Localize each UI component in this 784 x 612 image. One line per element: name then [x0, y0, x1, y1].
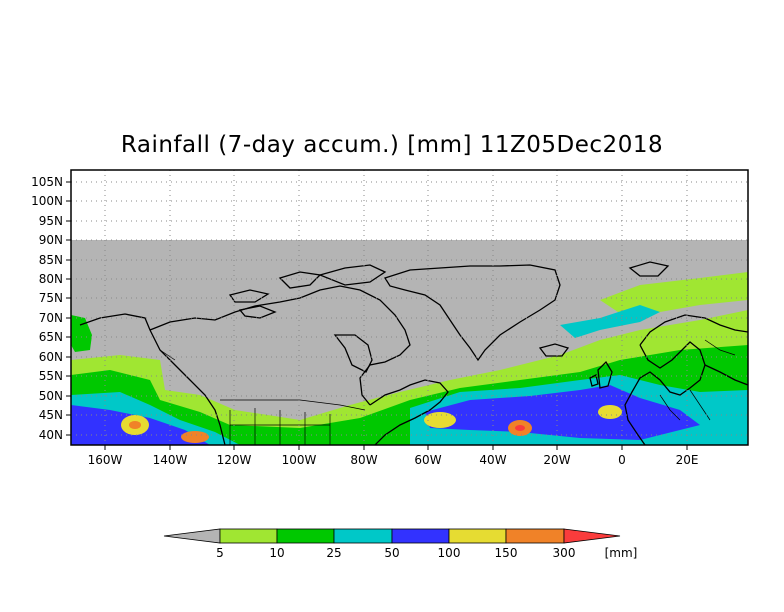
lon-label: 140W	[153, 453, 188, 467]
storm-core-2	[181, 431, 209, 443]
lon-label: 120W	[217, 453, 252, 467]
lon-label: 160W	[88, 453, 123, 467]
colorbar-swatch	[276, 528, 335, 544]
colorbar-label: 5	[216, 546, 224, 560]
gridlines	[71, 170, 748, 445]
lon-label: 0	[618, 453, 626, 467]
lat-ticks	[66, 181, 71, 436]
colorbar-label: 10	[269, 546, 284, 560]
lon-label: 80W	[350, 453, 377, 467]
lat-labels: 105N 100N 95N 90N 85N 80N 75N 70N 65N 60…	[31, 175, 63, 442]
lat-label: 95N	[39, 214, 63, 228]
colorbar-swatch	[448, 528, 507, 544]
lon-ticks	[104, 445, 688, 450]
lat-label: 60N	[39, 350, 63, 364]
storm-core-4-center	[515, 425, 525, 431]
lon-label: 100W	[282, 453, 317, 467]
lon-label: 60W	[414, 453, 441, 467]
colorbar-low-arrow	[163, 528, 221, 544]
lat-label: 55N	[39, 369, 63, 383]
colorbar-swatch	[333, 528, 393, 544]
lat-label: 40N	[39, 428, 63, 442]
lat-label: 70N	[39, 311, 63, 325]
colorbar-unit: [mm]	[605, 546, 638, 560]
map-field	[71, 240, 748, 445]
colorbar-labels: 5 10 25 50 100 150 300 [mm]	[216, 546, 637, 560]
colorbar-label: 300	[553, 546, 576, 560]
lat-label: 65N	[39, 330, 63, 344]
lat-label: 85N	[39, 253, 63, 267]
coastlines	[79, 261, 748, 445]
lat-label: 80N	[39, 272, 63, 286]
colorbar-swatch	[391, 528, 450, 544]
colorbar-high-arrow	[563, 528, 621, 544]
lon-label: 40W	[479, 453, 506, 467]
lat-label: 75N	[39, 291, 63, 305]
colorbar-label: 100	[438, 546, 461, 560]
lat-label: 50N	[39, 389, 63, 403]
colorbar-swatch	[219, 528, 278, 544]
map-title: Rainfall (7-day accum.) [mm] 11Z05Dec201…	[120, 132, 664, 158]
colorbar-label: 50	[384, 546, 399, 560]
lat-label: 90N	[39, 233, 63, 247]
map-frame	[70, 169, 749, 446]
colorbar-label: 25	[326, 546, 341, 560]
colorbar-label: 150	[495, 546, 518, 560]
lat-label: 105N	[31, 175, 63, 189]
storm-core-3	[424, 412, 456, 428]
storm-core-5	[598, 405, 622, 419]
lon-label: 20E	[676, 453, 699, 467]
rain-very-heavy-band	[71, 385, 700, 445]
storm-core-1-center	[129, 421, 141, 429]
pacific-coast-rain	[71, 315, 92, 352]
colorbar-swatch	[505, 528, 565, 544]
lat-label: 100N	[31, 194, 63, 208]
lat-label: 45N	[39, 408, 63, 422]
lon-label: 20W	[543, 453, 570, 467]
colorbar	[163, 528, 621, 544]
arctic-rain-streak-2	[560, 305, 660, 338]
lon-labels: 160W 140W 120W 100W 80W 60W 40W 20W 0 20…	[88, 453, 699, 467]
